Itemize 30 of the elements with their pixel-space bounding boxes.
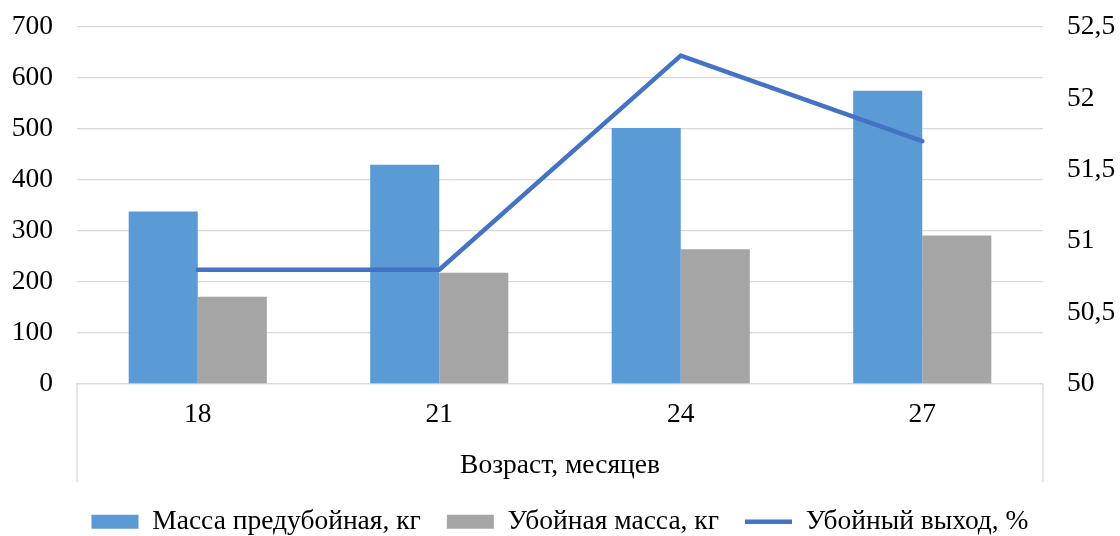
x-tick-label: 18 (184, 396, 212, 428)
y-tick-label: 300 (11, 213, 53, 245)
y2-tick-label: 50 (1067, 366, 1095, 398)
y-tick-label: 0 (39, 366, 53, 398)
y2-tick-label: 52 (1067, 80, 1095, 112)
bar (922, 235, 992, 384)
y-tick-label: 500 (11, 111, 53, 143)
y2-tick-label: 52,5 (1067, 9, 1116, 41)
x-tick-label: 27 (908, 396, 936, 428)
x-axis-title: Возраст, месяцев (460, 447, 660, 479)
legend-label: Убойный выход, % (805, 503, 1029, 535)
y-tick-label: 400 (11, 162, 53, 194)
bar (853, 90, 923, 384)
bar (611, 127, 681, 384)
bar (197, 296, 267, 384)
bar (128, 211, 198, 384)
legend-label: Масса предубойная, кг (152, 503, 421, 535)
y2-tick-label: 51 (1067, 223, 1095, 255)
bar (370, 164, 440, 384)
bar (680, 249, 750, 384)
legend-label: Убойная масса, кг (507, 503, 719, 535)
y-tick-label: 600 (11, 60, 53, 92)
bar (439, 272, 509, 384)
x-tick-label: 21 (425, 396, 453, 428)
x-tick-label: 24 (667, 396, 695, 428)
y2-tick-label: 50,5 (1067, 294, 1116, 326)
y2-tick-label: 51,5 (1067, 152, 1116, 184)
y-tick-label: 700 (11, 9, 53, 41)
y-tick-label: 100 (11, 315, 53, 347)
y-tick-label: 200 (11, 264, 53, 296)
